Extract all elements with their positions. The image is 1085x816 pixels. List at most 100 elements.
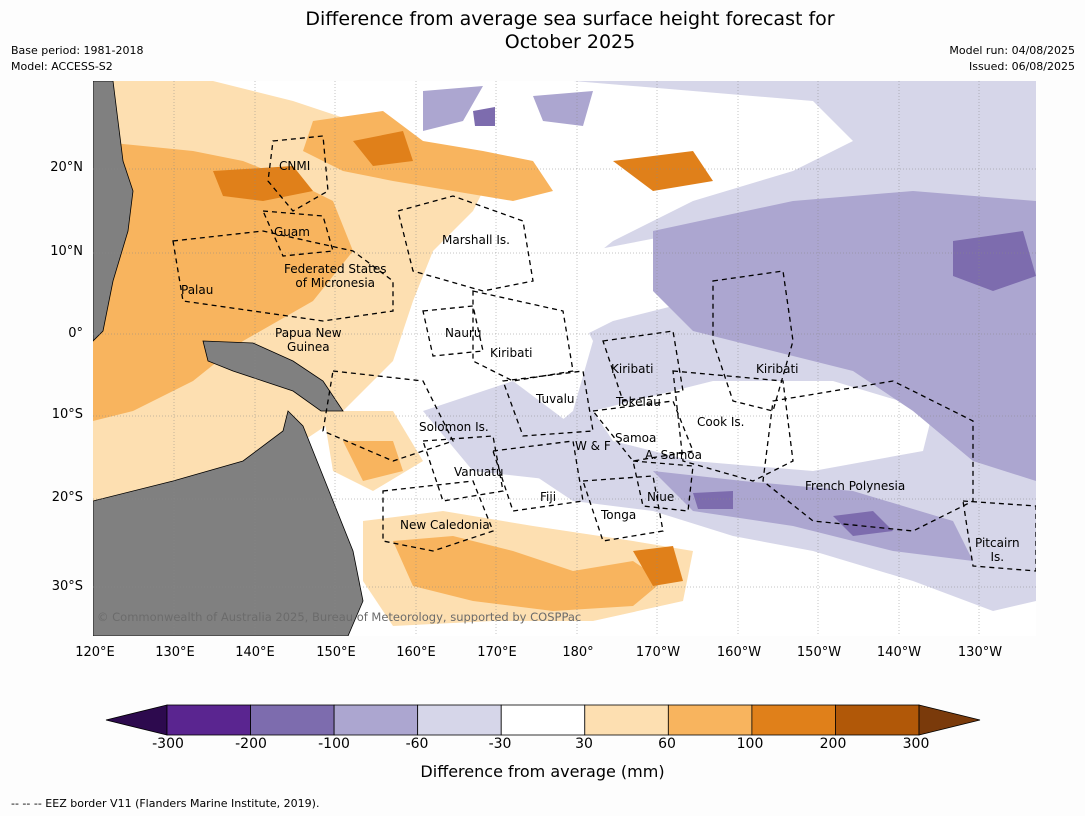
- anomaly-orange-south: [393, 536, 663, 611]
- colorbar-segments: [105, 704, 981, 736]
- anomaly-mid-purple-north: [423, 86, 593, 131]
- colorbar-tick-minus-60: -60: [405, 736, 429, 752]
- region-label-marshall: Marshall Is.: [442, 233, 510, 247]
- lat-label-20n: 20°N: [50, 160, 83, 175]
- lat-label-10n: 10°N: [50, 244, 83, 259]
- eez-fsm: [172, 230, 394, 322]
- region-label-vanuatu: Vanuatu: [454, 465, 504, 479]
- colorbar-segment-9: [835, 704, 920, 736]
- lon-label-140e: 140°E: [235, 645, 275, 660]
- eez-french-polynesia: [762, 380, 974, 532]
- eez-pitcairn: [962, 500, 1036, 572]
- colorbar-segment-6: [584, 704, 669, 736]
- title-line-2: October 2025: [504, 31, 636, 53]
- map-gridlines: [93, 81, 1036, 636]
- region-label-kiribati-west: Kiribati: [490, 346, 533, 360]
- region-label-guam: Guam: [274, 225, 310, 239]
- lon-label-150e: 150°E: [316, 645, 356, 660]
- region-label-png-line2: Guinea: [287, 340, 330, 354]
- lat-label-10s: 10°S: [51, 407, 83, 422]
- eez-solomon: [322, 370, 454, 462]
- colorbar-tick-minus-300: -300: [152, 736, 184, 752]
- land-philippines: [93, 81, 134, 342]
- colorbar: [105, 704, 981, 736]
- lon-label-170w: 170°W: [635, 645, 681, 660]
- land-new-guinea: [202, 340, 344, 412]
- region-label-american-samoa: A. Samoa: [645, 448, 702, 462]
- model-name: Model: ACCESS-S2: [11, 60, 113, 73]
- meta-left: Base period: 1981-2018 Model: ACCESS-S2: [11, 43, 143, 75]
- colorbar-segment-5: [500, 704, 586, 736]
- eez-kiribati-line: [712, 270, 794, 412]
- lat-label-20s: 20°S: [51, 490, 83, 505]
- eez-vanuatu: [422, 435, 504, 502]
- lon-label-180: 180°: [562, 645, 594, 660]
- meta-right: Model run: 04/08/2025 Issued: 06/08/2025: [949, 43, 1075, 75]
- region-label-nauru: Nauru: [445, 326, 482, 340]
- copyright-notice: © Commonwealth of Australia 2025, Bureau…: [97, 610, 582, 624]
- region-label-french-polynesia: French Polynesia: [805, 479, 906, 493]
- neutral-gap-south: [593, 381, 933, 471]
- colorbar-segment-3: [333, 704, 419, 736]
- eez-new-caledonia: [382, 480, 494, 552]
- colorbar-label: Difference from average (mm): [420, 762, 665, 781]
- colorbar-segment-4: [417, 704, 502, 736]
- lon-label-160w: 160°W: [716, 645, 762, 660]
- eez-tonga: [582, 475, 664, 542]
- lon-label-130e: 130°E: [155, 645, 195, 660]
- issued-date: Issued: 06/08/2025: [968, 60, 1075, 73]
- eez-cook: [672, 370, 794, 482]
- colorbar-tick-minus-100: -100: [318, 736, 350, 752]
- region-label-tonga: Tonga: [601, 508, 637, 522]
- sea-level-map: [93, 81, 1036, 636]
- region-label-png-line1: Papua New: [275, 326, 342, 340]
- region-label-palau: Palau: [181, 283, 214, 297]
- map-title: Difference from average sea surface heig…: [0, 8, 1085, 54]
- colorbar-segment-2: [250, 704, 335, 736]
- region-label-kiribati-central: Kiribati: [611, 362, 654, 376]
- colorbar-segment-8: [751, 704, 836, 736]
- anomaly-pale-purple-belt: [423, 381, 593, 481]
- colorbar-tick-minus-30: -30: [488, 736, 512, 752]
- colorbar-tick-minus-200: -200: [235, 736, 267, 752]
- region-label-fsm-line1: Federated States: [284, 262, 387, 276]
- base-period: Base period: 1981-2018: [11, 44, 144, 57]
- region-label-new-caledonia: New Caledonia: [400, 518, 490, 532]
- colorbar-segment-7: [667, 704, 753, 736]
- region-label-fsm: Federated States of Micronesia: [284, 262, 386, 290]
- region-label-cook: Cook Is.: [697, 415, 745, 429]
- colorbar-tick-60: 60: [658, 736, 676, 752]
- region-label-pitcairn-line1: Pitcairn: [975, 536, 1020, 550]
- region-label-solomon: Solomon Is.: [419, 420, 489, 434]
- region-label-cnmi: CNMI: [279, 159, 311, 173]
- land-australia: [93, 410, 364, 636]
- colorbar-tick-100: 100: [736, 736, 764, 752]
- anomaly-orange-mid: [343, 441, 403, 481]
- eez-guam: [261, 210, 334, 257]
- eez-kiribati-phoenix: [602, 330, 684, 402]
- colorbar-extend-low: [105, 704, 168, 736]
- region-label-fsm-line2: of Micronesia: [295, 276, 376, 290]
- colorbar-tick-30: 30: [575, 736, 593, 752]
- anomaly-mid-purple-east: [653, 191, 1036, 481]
- title-line-1: Difference from average sea surface heig…: [305, 8, 835, 30]
- lon-label-120e: 120°E: [75, 645, 115, 660]
- eez-samoa: [591, 400, 694, 462]
- lon-label-140w: 140°W: [876, 645, 922, 660]
- region-label-tokelau: Tokelau: [616, 395, 661, 409]
- region-label-niue: Niue: [647, 490, 675, 504]
- region-label-tuvalu: Tuvalu: [536, 392, 575, 406]
- lat-label-0: 0°: [68, 326, 83, 341]
- region-label-pitcairn-line2: Is.: [990, 550, 1005, 564]
- lon-label-160e: 160°E: [396, 645, 436, 660]
- eez-footnote: -- -- -- EEZ border V11 (Flanders Marine…: [11, 797, 320, 810]
- eez-marshall: [397, 195, 534, 292]
- region-label-kiribati-east: Kiribati: [756, 362, 799, 376]
- colorbar-tick-300: 300: [902, 736, 930, 752]
- lat-label-30s: 30°S: [51, 579, 83, 594]
- anomaly-orange-west: [93, 141, 353, 421]
- anomaly-orange-north: [303, 111, 553, 201]
- region-label-samoa: Samoa: [615, 431, 657, 445]
- eez-cnmi: [267, 135, 329, 212]
- eez-borders: [172, 135, 1036, 572]
